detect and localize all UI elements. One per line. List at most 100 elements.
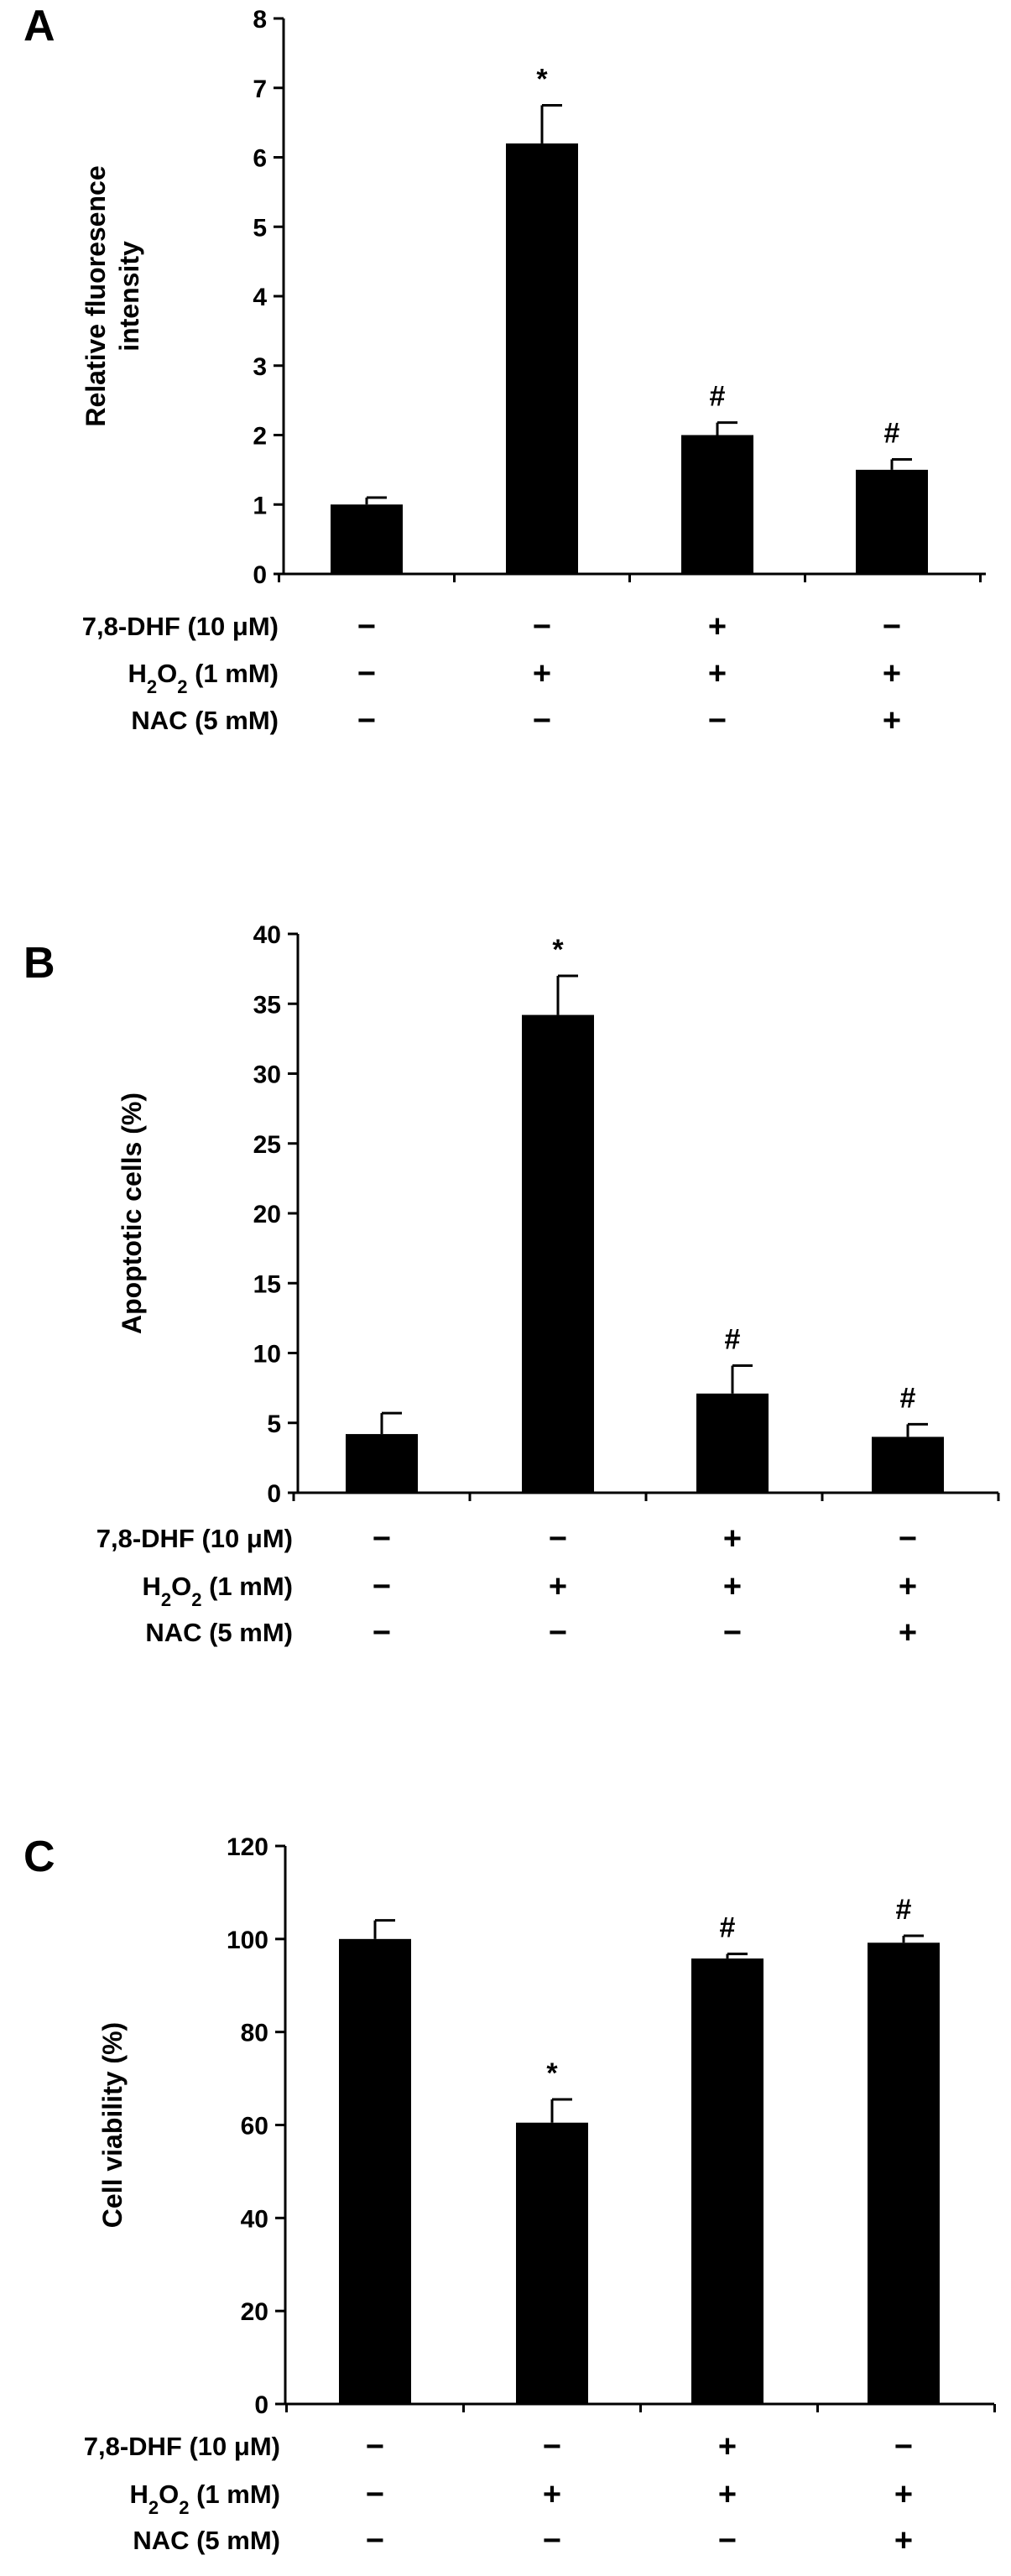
y-tick-label: 10 (253, 1341, 281, 1369)
y-tick-label: 0 (253, 561, 267, 589)
significance-marker: * (536, 63, 548, 95)
y-tick-label: 20 (241, 2298, 268, 2326)
condition-label: 7,8-DHF (10 μM) (84, 2432, 280, 2461)
condition-sign: − (894, 2429, 913, 2464)
y-tick-label: 30 (253, 1061, 281, 1089)
condition-sign: − (549, 1521, 567, 1557)
y-tick-label: 1 (253, 492, 267, 519)
y-tick-label: 7 (253, 76, 267, 103)
condition-label: NAC (5 mM) (145, 1618, 293, 1647)
y-tick-label: 40 (241, 2205, 268, 2233)
condition-sign: − (708, 703, 727, 738)
bar (856, 469, 928, 574)
chart-panel-c: C 0 20 40 60 80 100 120 Cell viability (%) * # #7,8… (23, 1833, 996, 2558)
condition-sign: − (718, 2523, 737, 2558)
condition-sign: + (708, 609, 727, 644)
condition-sign: + (549, 1569, 567, 1604)
condition-sign: + (533, 656, 551, 691)
significance-marker: # (896, 1894, 912, 1926)
condition-sign: + (718, 2477, 737, 2512)
y-tick-label: 100 (227, 1927, 268, 1954)
condition-sign: − (357, 609, 376, 644)
y-tick-label: 20 (253, 1201, 281, 1228)
y-tick-label: 3 (253, 353, 267, 381)
condition-sign: − (549, 1615, 567, 1650)
condition-sign: − (533, 703, 551, 738)
condition-sign: + (723, 1569, 742, 1604)
y-tick-label: 5 (267, 1411, 281, 1438)
bar (872, 1437, 944, 1493)
y-axis-label: Apoptotic cells (%) (117, 1092, 147, 1334)
condition-sign: − (543, 2523, 561, 2558)
y-tick-label: 2 (253, 423, 267, 451)
y-tick-label: 40 (253, 921, 281, 949)
condition-sign: + (899, 1569, 917, 1604)
condition-sign: − (543, 2429, 561, 2464)
bar (696, 1393, 769, 1493)
bar (691, 1958, 763, 2404)
significance-marker: # (710, 381, 726, 413)
condition-sign: + (894, 2523, 913, 2558)
y-tick-label: 35 (253, 991, 281, 1019)
y-tick-label: 5 (253, 214, 267, 242)
condition-label: NAC (5 mM) (131, 706, 279, 735)
bar (346, 1434, 418, 1493)
y-tick-label: 8 (253, 6, 267, 34)
bar (506, 143, 578, 574)
chart-panel-b: B 0 5 10 15 20 25 30 35 40 Apoptotic cells (%) * # #7… (23, 921, 1000, 1650)
bar (339, 1938, 411, 2404)
y-tick-label: 80 (241, 2020, 268, 2047)
y-tick-label: 4 (253, 284, 267, 311)
y-tick-label: 0 (267, 1480, 281, 1508)
condition-label: H2O2 (1 mM) (128, 659, 279, 697)
y-tick-label: 15 (253, 1270, 281, 1298)
y-tick-label: 60 (241, 2113, 268, 2141)
condition-sign: − (366, 2523, 384, 2558)
y-tick-label: 6 (253, 145, 267, 173)
condition-sign: + (899, 1615, 917, 1650)
condition-sign: + (718, 2429, 737, 2464)
significance-marker: * (552, 934, 564, 966)
bar (868, 1942, 940, 2404)
condition-sign: − (899, 1521, 917, 1557)
condition-sign: − (883, 609, 901, 644)
bar (681, 435, 753, 574)
significance-marker: * (546, 2057, 558, 2089)
condition-sign: + (723, 1521, 742, 1557)
bar (522, 1014, 594, 1493)
condition-sign: + (883, 656, 901, 691)
condition-label: 7,8-DHF (10 μM) (96, 1524, 293, 1553)
condition-label: H2O2 (1 mM) (142, 1572, 293, 1610)
significance-marker: # (725, 1323, 741, 1355)
condition-sign: − (366, 2429, 384, 2464)
panel-letter: C (23, 1833, 55, 1881)
condition-sign: − (373, 1615, 391, 1650)
condition-sign: − (533, 609, 551, 644)
condition-sign: − (373, 1521, 391, 1557)
condition-sign: − (373, 1569, 391, 1604)
condition-sign: + (883, 703, 901, 738)
condition-label: 7,8-DHF (10 μM) (82, 612, 279, 641)
panel-letter: B (23, 939, 55, 988)
bar (331, 504, 403, 574)
condition-sign: − (357, 656, 376, 691)
significance-marker: # (720, 1912, 736, 1944)
y-tick-label: 120 (227, 1833, 268, 1861)
significance-marker: # (900, 1382, 916, 1414)
condition-sign: − (357, 703, 376, 738)
condition-sign: − (723, 1615, 742, 1650)
panel-letter: A (23, 2, 55, 50)
chart-panel-a: A 0 1 2 3 4 5 6 7 8 Relative fluoresence intensity *… (23, 2, 986, 738)
significance-marker: # (884, 417, 900, 449)
condition-sign: − (366, 2477, 384, 2512)
condition-sign: + (708, 656, 727, 691)
y-axis-label: Cell viability (%) (97, 2022, 128, 2228)
condition-sign: + (894, 2477, 913, 2512)
condition-sign: + (543, 2477, 561, 2512)
condition-label: NAC (5 mM) (133, 2526, 280, 2555)
condition-label: H2O2 (1 mM) (129, 2480, 280, 2518)
y-axis-label: intensity (114, 241, 144, 352)
y-tick-label: 0 (254, 2391, 268, 2419)
y-axis-label: Relative fluoresence (81, 165, 111, 426)
